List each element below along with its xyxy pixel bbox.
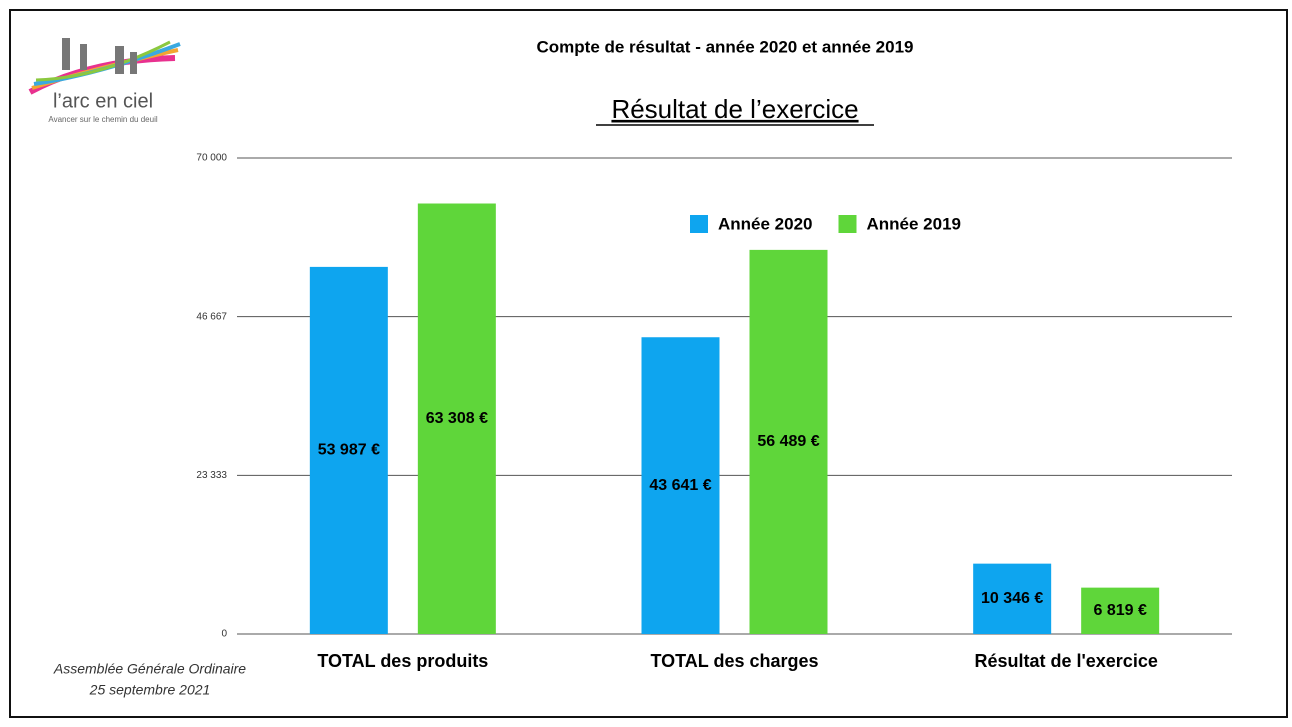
footer-line: Assemblée Générale Ordinaire [53, 661, 246, 677]
y-tick-label: 70 000 [196, 153, 227, 164]
footer-line: 25 septembre 2021 [89, 682, 211, 698]
value-label: 43 641 € [649, 477, 711, 494]
bar [749, 249, 828, 634]
logo-name: l’arc en ciel [53, 90, 153, 112]
value-label: 53 987 € [318, 442, 380, 459]
y-tick-label: 23 333 [196, 470, 227, 481]
x-tick-label: TOTAL des produits [317, 651, 488, 671]
value-label: 6 819 € [1093, 602, 1146, 619]
legend-label: Année 2019 [867, 214, 962, 233]
value-label: 63 308 € [426, 410, 488, 427]
value-label: 56 489 € [757, 433, 819, 450]
bar [1081, 587, 1160, 634]
value-label: 10 346 € [981, 590, 1043, 607]
legend-label: Année 2020 [718, 214, 813, 233]
x-tick-label: TOTAL des charges [650, 651, 818, 671]
bar [973, 563, 1052, 634]
legend-swatch [690, 215, 708, 233]
bar [309, 266, 388, 634]
heading: Compte de résultat - année 2020 et année… [537, 37, 914, 56]
y-tick-label: 46 667 [196, 311, 227, 322]
y-tick-label: 0 [221, 629, 227, 640]
bar [417, 203, 496, 634]
logo [28, 38, 181, 95]
chart-title: Résultat de l’exercice [611, 94, 858, 124]
legend-swatch [838, 215, 857, 233]
logo-tagline: Avancer sur le chemin du deuil [48, 115, 157, 124]
bar [641, 337, 720, 634]
x-tick-label: Résultat de l'exercice [974, 651, 1157, 671]
